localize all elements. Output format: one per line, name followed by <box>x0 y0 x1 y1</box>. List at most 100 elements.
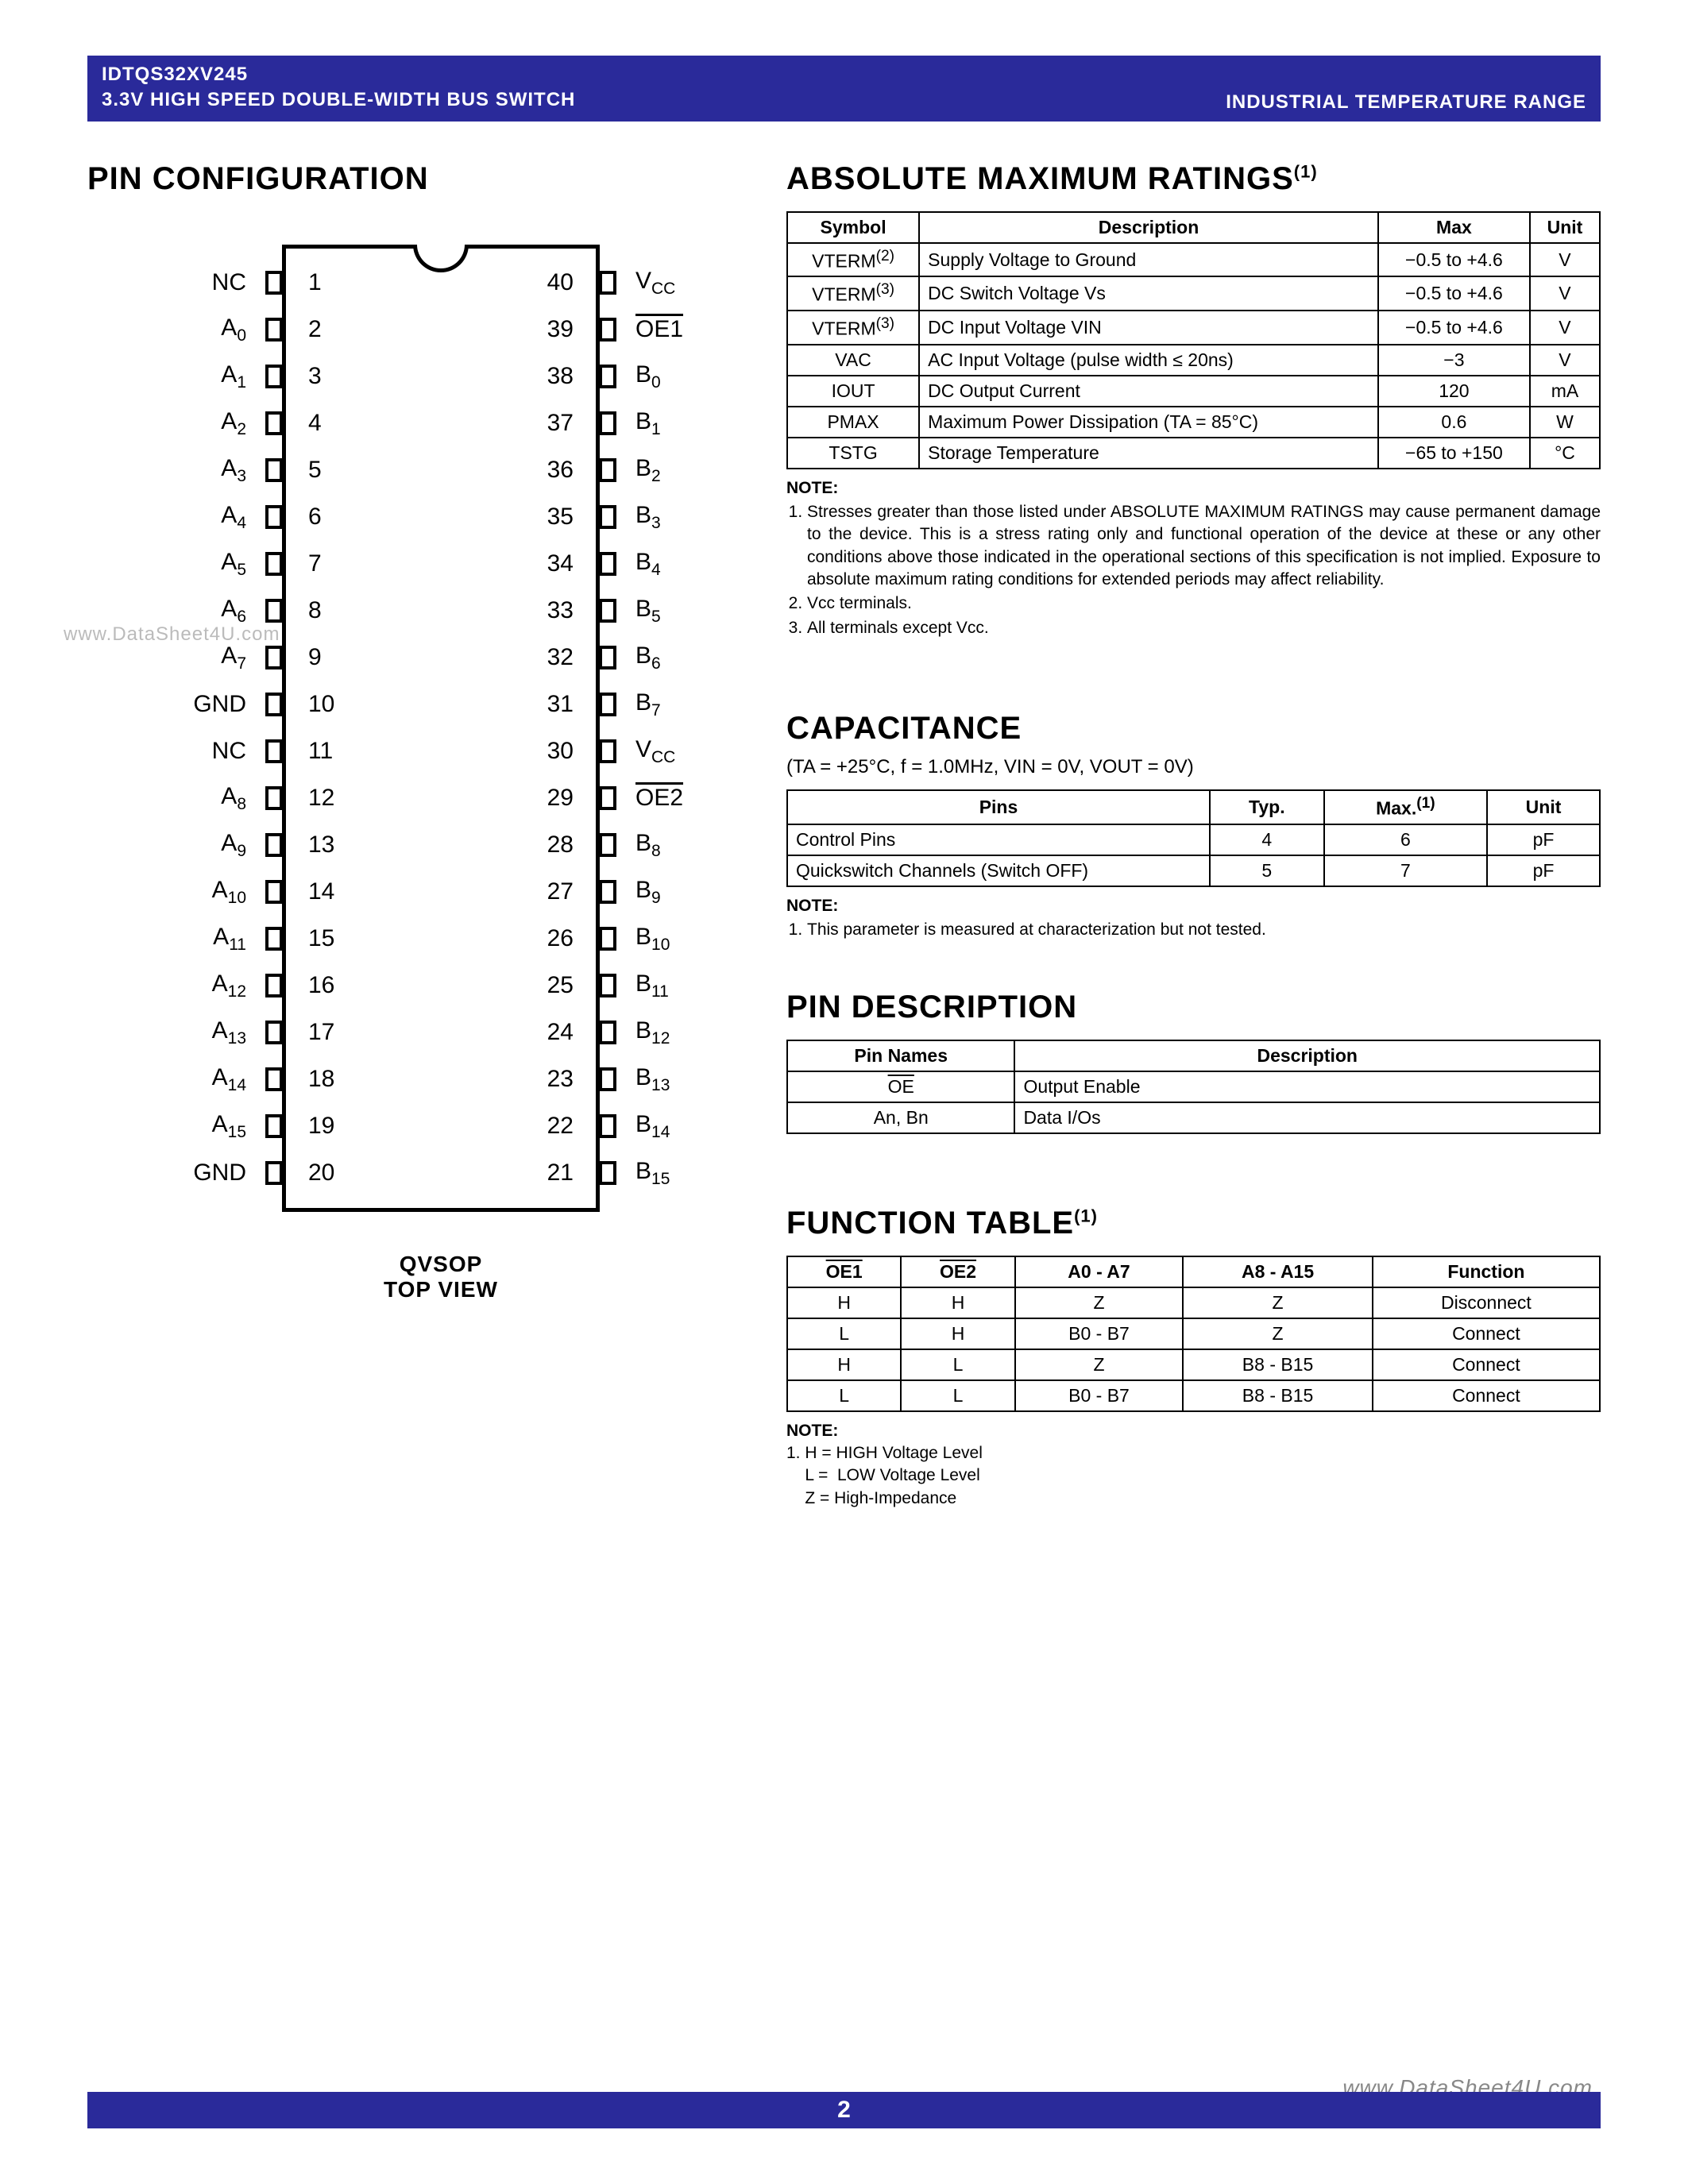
pin-label-left: A1 <box>151 361 246 392</box>
cell: OE <box>787 1071 1014 1102</box>
cell: 6 <box>1324 824 1487 855</box>
table-row: VTERM(2)Supply Voltage to Ground−0.5 to … <box>787 243 1600 277</box>
pin-lead <box>599 1114 616 1138</box>
pin-lead <box>265 271 283 295</box>
pin-label-right: B5 <box>635 596 731 627</box>
cell: 4 <box>1210 824 1324 855</box>
cell: B8 - B15 <box>1183 1380 1373 1411</box>
pin-row: GND1031B7 <box>286 681 596 728</box>
pin-label-right: OE2 <box>635 785 731 812</box>
note-label: NOTE: <box>786 897 838 915</box>
cell: B0 - B7 <box>1015 1318 1184 1349</box>
pin-number-right: 28 <box>534 832 574 859</box>
header-line2: 3.3V HIGH SPEED DOUBLE-WIDTH BUS SWITCH <box>102 87 575 113</box>
pin-label-right: VCC <box>635 268 731 299</box>
pin-number-left: 12 <box>308 785 348 812</box>
pin-number-left: 17 <box>308 1019 348 1046</box>
cell: 0.6 <box>1378 407 1530 438</box>
chip-caption-1: QVSOP <box>135 1252 747 1277</box>
pin-label-right: B4 <box>635 549 731 580</box>
cell: H <box>787 1349 901 1380</box>
cell: Connect <box>1373 1380 1600 1411</box>
pin-label-left: A12 <box>151 970 246 1001</box>
table-row: VTERM(3)DC Switch Voltage Vs−0.5 to +4.6… <box>787 276 1600 311</box>
pin-number-left: 5 <box>308 457 348 484</box>
table-row: VACAC Input Voltage (pulse width ≤ 20ns)… <box>787 345 1600 376</box>
pin-row: A151922B14 <box>286 1103 596 1150</box>
pin-label-right: B9 <box>635 877 731 908</box>
pin-lead <box>599 646 616 669</box>
pin-label-left: A6 <box>151 596 246 627</box>
cell: V <box>1530 276 1600 311</box>
note-label: NOTE: <box>786 479 838 497</box>
pin-lead <box>265 974 283 997</box>
pin-label-right: B2 <box>635 455 731 486</box>
cell: B0 - B7 <box>1015 1380 1184 1411</box>
cell: −0.5 to +4.6 <box>1378 243 1530 277</box>
chip-diagram: NC140VCCA0239OE1A1338B0A2437B1A3536B2A46… <box>135 245 747 1302</box>
header-left: IDTQS32XV245 3.3V HIGH SPEED DOUBLE-WIDT… <box>102 62 575 114</box>
pin-lead <box>265 599 283 623</box>
pin-number-right: 22 <box>534 1113 574 1140</box>
pin-label-left: NC <box>151 269 246 296</box>
pin-label-right: B13 <box>635 1064 731 1095</box>
pin-lead <box>265 833 283 857</box>
pin-number-right: 38 <box>534 363 574 390</box>
cell: V <box>1530 311 1600 345</box>
pin-lead <box>265 739 283 763</box>
pin-lead <box>265 365 283 388</box>
pin-label-right: B15 <box>635 1158 731 1189</box>
cell: H <box>901 1318 1014 1349</box>
cell: °C <box>1530 438 1600 469</box>
cell: Connect <box>1373 1318 1600 1349</box>
content-columns: PIN CONFIGURATION NC140VCCA0239OE1A1338B… <box>87 161 1601 1510</box>
pin-row: A131724B12 <box>286 1009 596 1056</box>
pin-number-right: 26 <box>534 925 574 952</box>
table-header: Max.(1) <box>1324 790 1487 824</box>
amr-title-text: ABSOLUTE MAXIMUM RATINGS <box>786 161 1294 196</box>
func-title-sup: (1) <box>1074 1206 1098 1225</box>
cell: Connect <box>1373 1349 1600 1380</box>
pin-lead <box>265 318 283 341</box>
pin-row: A141823B13 <box>286 1056 596 1103</box>
pin-number-left: 8 <box>308 597 348 624</box>
cell: Control Pins <box>787 824 1210 855</box>
pin-number-left: 9 <box>308 644 348 671</box>
pin-lead <box>599 927 616 951</box>
cell: Output Enable <box>1014 1071 1600 1102</box>
cell: −0.5 to +4.6 <box>1378 311 1530 345</box>
table-header: Description <box>1014 1040 1600 1071</box>
cell: L <box>901 1380 1014 1411</box>
pin-number-left: 1 <box>308 269 348 296</box>
pin-number-right: 32 <box>534 644 574 671</box>
header-right: INDUSTRIAL TEMPERATURE RANGE <box>1226 91 1586 114</box>
pin-label-left: GND <box>151 1160 246 1187</box>
table-row: Control Pins46pF <box>787 824 1600 855</box>
cell: 7 <box>1324 855 1487 886</box>
table-row: LLB0 - B7B8 - B15Connect <box>787 1380 1600 1411</box>
pindesc-title: PIN DESCRIPTION <box>786 990 1601 1025</box>
pin-number-right: 25 <box>534 972 574 999</box>
pin-label-left: NC <box>151 738 246 765</box>
table-row: VTERM(3)DC Input Voltage VIN−0.5 to +4.6… <box>787 311 1600 345</box>
cell: V <box>1530 243 1600 277</box>
pin-number-right: 31 <box>534 691 574 718</box>
cell: L <box>901 1349 1014 1380</box>
pin-row: A3536B2 <box>286 447 596 494</box>
pin-label-right: B11 <box>635 970 731 1001</box>
pin-rows: NC140VCCA0239OE1A1338B0A2437B1A3536B2A46… <box>286 249 596 1208</box>
cell: VTERM(2) <box>787 243 919 277</box>
cell: Supply Voltage to Ground <box>919 243 1378 277</box>
pin-row: A1338B0 <box>286 353 596 400</box>
pin-label-left: A9 <box>151 830 246 861</box>
pin-lead <box>599 365 616 388</box>
pindesc-table: Pin NamesDescription OEOutput EnableAn, … <box>786 1040 1601 1134</box>
pin-lead <box>599 599 616 623</box>
pin-lead <box>265 1021 283 1044</box>
pin-row: A81229OE2 <box>286 775 596 822</box>
watermark-left: www.DataSheet4U.com <box>64 623 280 646</box>
cell: 120 <box>1378 376 1530 407</box>
pin-lead <box>265 1067 283 1091</box>
pin-lead <box>599 505 616 529</box>
table-row: IOUTDC Output Current120mA <box>787 376 1600 407</box>
